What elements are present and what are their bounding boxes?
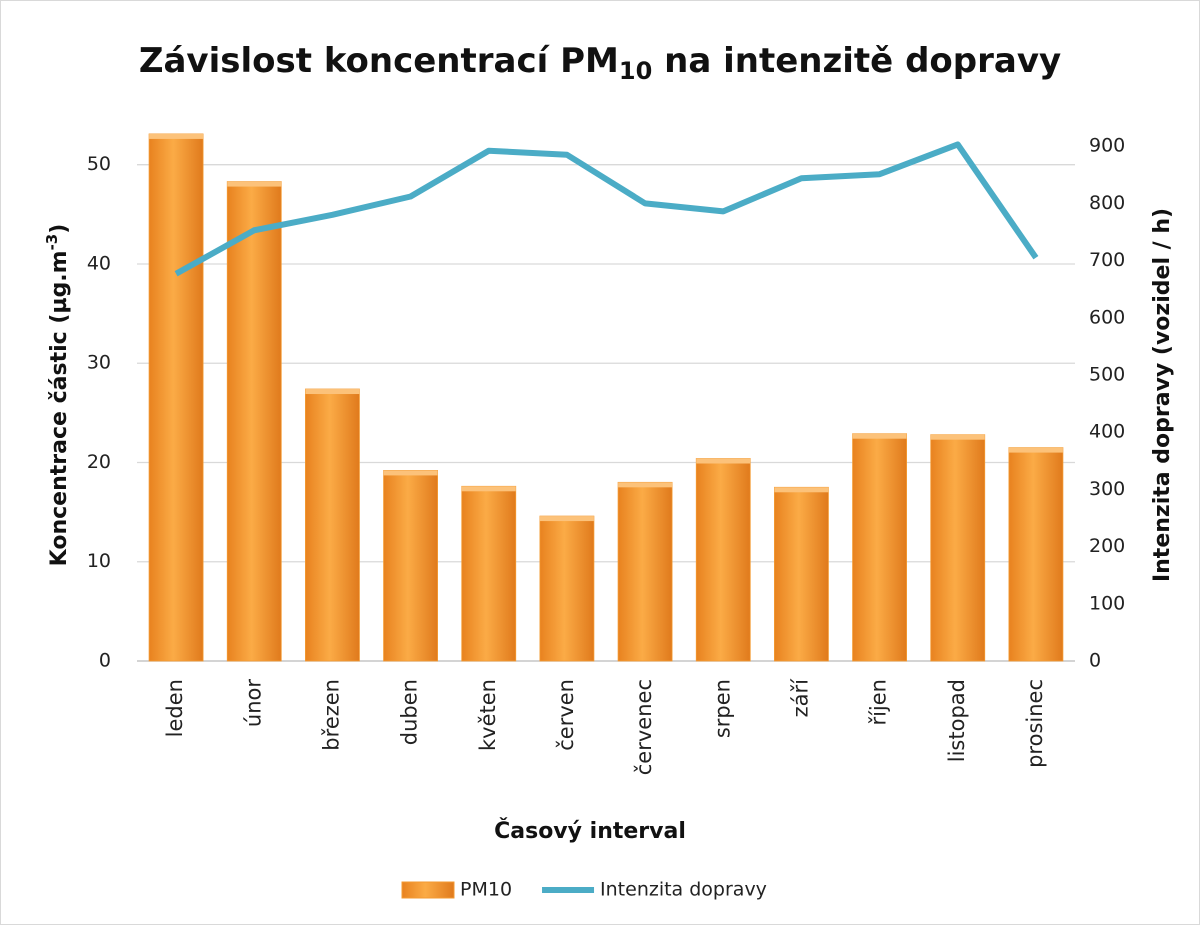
y2-tick-label: 0 [1089, 650, 1101, 672]
bar [695, 458, 751, 662]
legend-label: Intenzita dopravy [600, 879, 767, 901]
bar [226, 181, 282, 662]
bar-cap [930, 434, 985, 440]
bar-cap [618, 482, 673, 488]
y2-tick-label: 200 [1089, 535, 1125, 557]
bar-cap [305, 389, 360, 395]
x-tick-label: březen [319, 679, 343, 751]
y2-tick-label: 400 [1089, 421, 1125, 443]
x-tick-label: listopad [945, 679, 969, 762]
bar [852, 433, 907, 662]
y2-tick-label: 500 [1089, 363, 1125, 385]
x-tick-label: říjen [867, 679, 891, 726]
y-tick-label: 50 [87, 153, 111, 175]
bar-cap [852, 433, 907, 439]
legend-label: PM10 [460, 879, 512, 901]
y2-tick-label: 600 [1089, 306, 1125, 328]
x-axis-label: Časový interval [494, 818, 686, 844]
y2-axis-label: Intenzita dopravy (vozidel / h) [1150, 208, 1175, 582]
y-tick-label: 40 [87, 252, 111, 274]
x-tick-label: květen [476, 679, 500, 751]
x-tick-label: září [788, 678, 812, 718]
y2-tick-label: 700 [1089, 249, 1125, 271]
y2-tick-label: 900 [1089, 135, 1125, 157]
bar [461, 485, 517, 662]
bar [148, 133, 204, 662]
y-tick-label: 10 [87, 550, 111, 572]
bar-cap [461, 486, 516, 492]
x-tick-label: srpen [710, 679, 734, 738]
bar [617, 481, 673, 662]
bar-cap [383, 470, 438, 476]
legend-swatch [401, 881, 455, 899]
y-tick-label: 30 [87, 352, 111, 374]
x-tick-label: leden [163, 679, 187, 737]
bar-cap [696, 458, 751, 464]
bar [774, 486, 829, 662]
bar [930, 434, 986, 662]
y2-tick-label: 100 [1089, 592, 1125, 614]
bar [305, 388, 360, 662]
y2-tick-label: 300 [1089, 478, 1125, 500]
bar [539, 515, 595, 662]
y-tick-label: 0 [99, 650, 111, 672]
line [174, 141, 1039, 277]
bar-cap [539, 516, 594, 522]
bar [1008, 447, 1064, 662]
bar-cap [774, 487, 829, 493]
y-axis-label: Koncentrace částic (µg.m-3) [43, 224, 73, 567]
bar [383, 470, 438, 662]
chart-title: Závislost koncentrací PM10 na intenzitě … [139, 41, 1061, 86]
x-tick-label: červen [554, 679, 578, 751]
bar-cap [1008, 447, 1063, 453]
bar-cap [227, 181, 282, 187]
x-tick-label: duben [398, 679, 422, 745]
bar-cap [149, 133, 204, 139]
x-tick-label: prosinec [1023, 679, 1047, 768]
x-tick-label: únor [241, 679, 265, 727]
x-tick-label: červenec [632, 679, 656, 775]
y2-tick-label: 800 [1089, 192, 1125, 214]
y-tick-label: 20 [87, 451, 111, 473]
